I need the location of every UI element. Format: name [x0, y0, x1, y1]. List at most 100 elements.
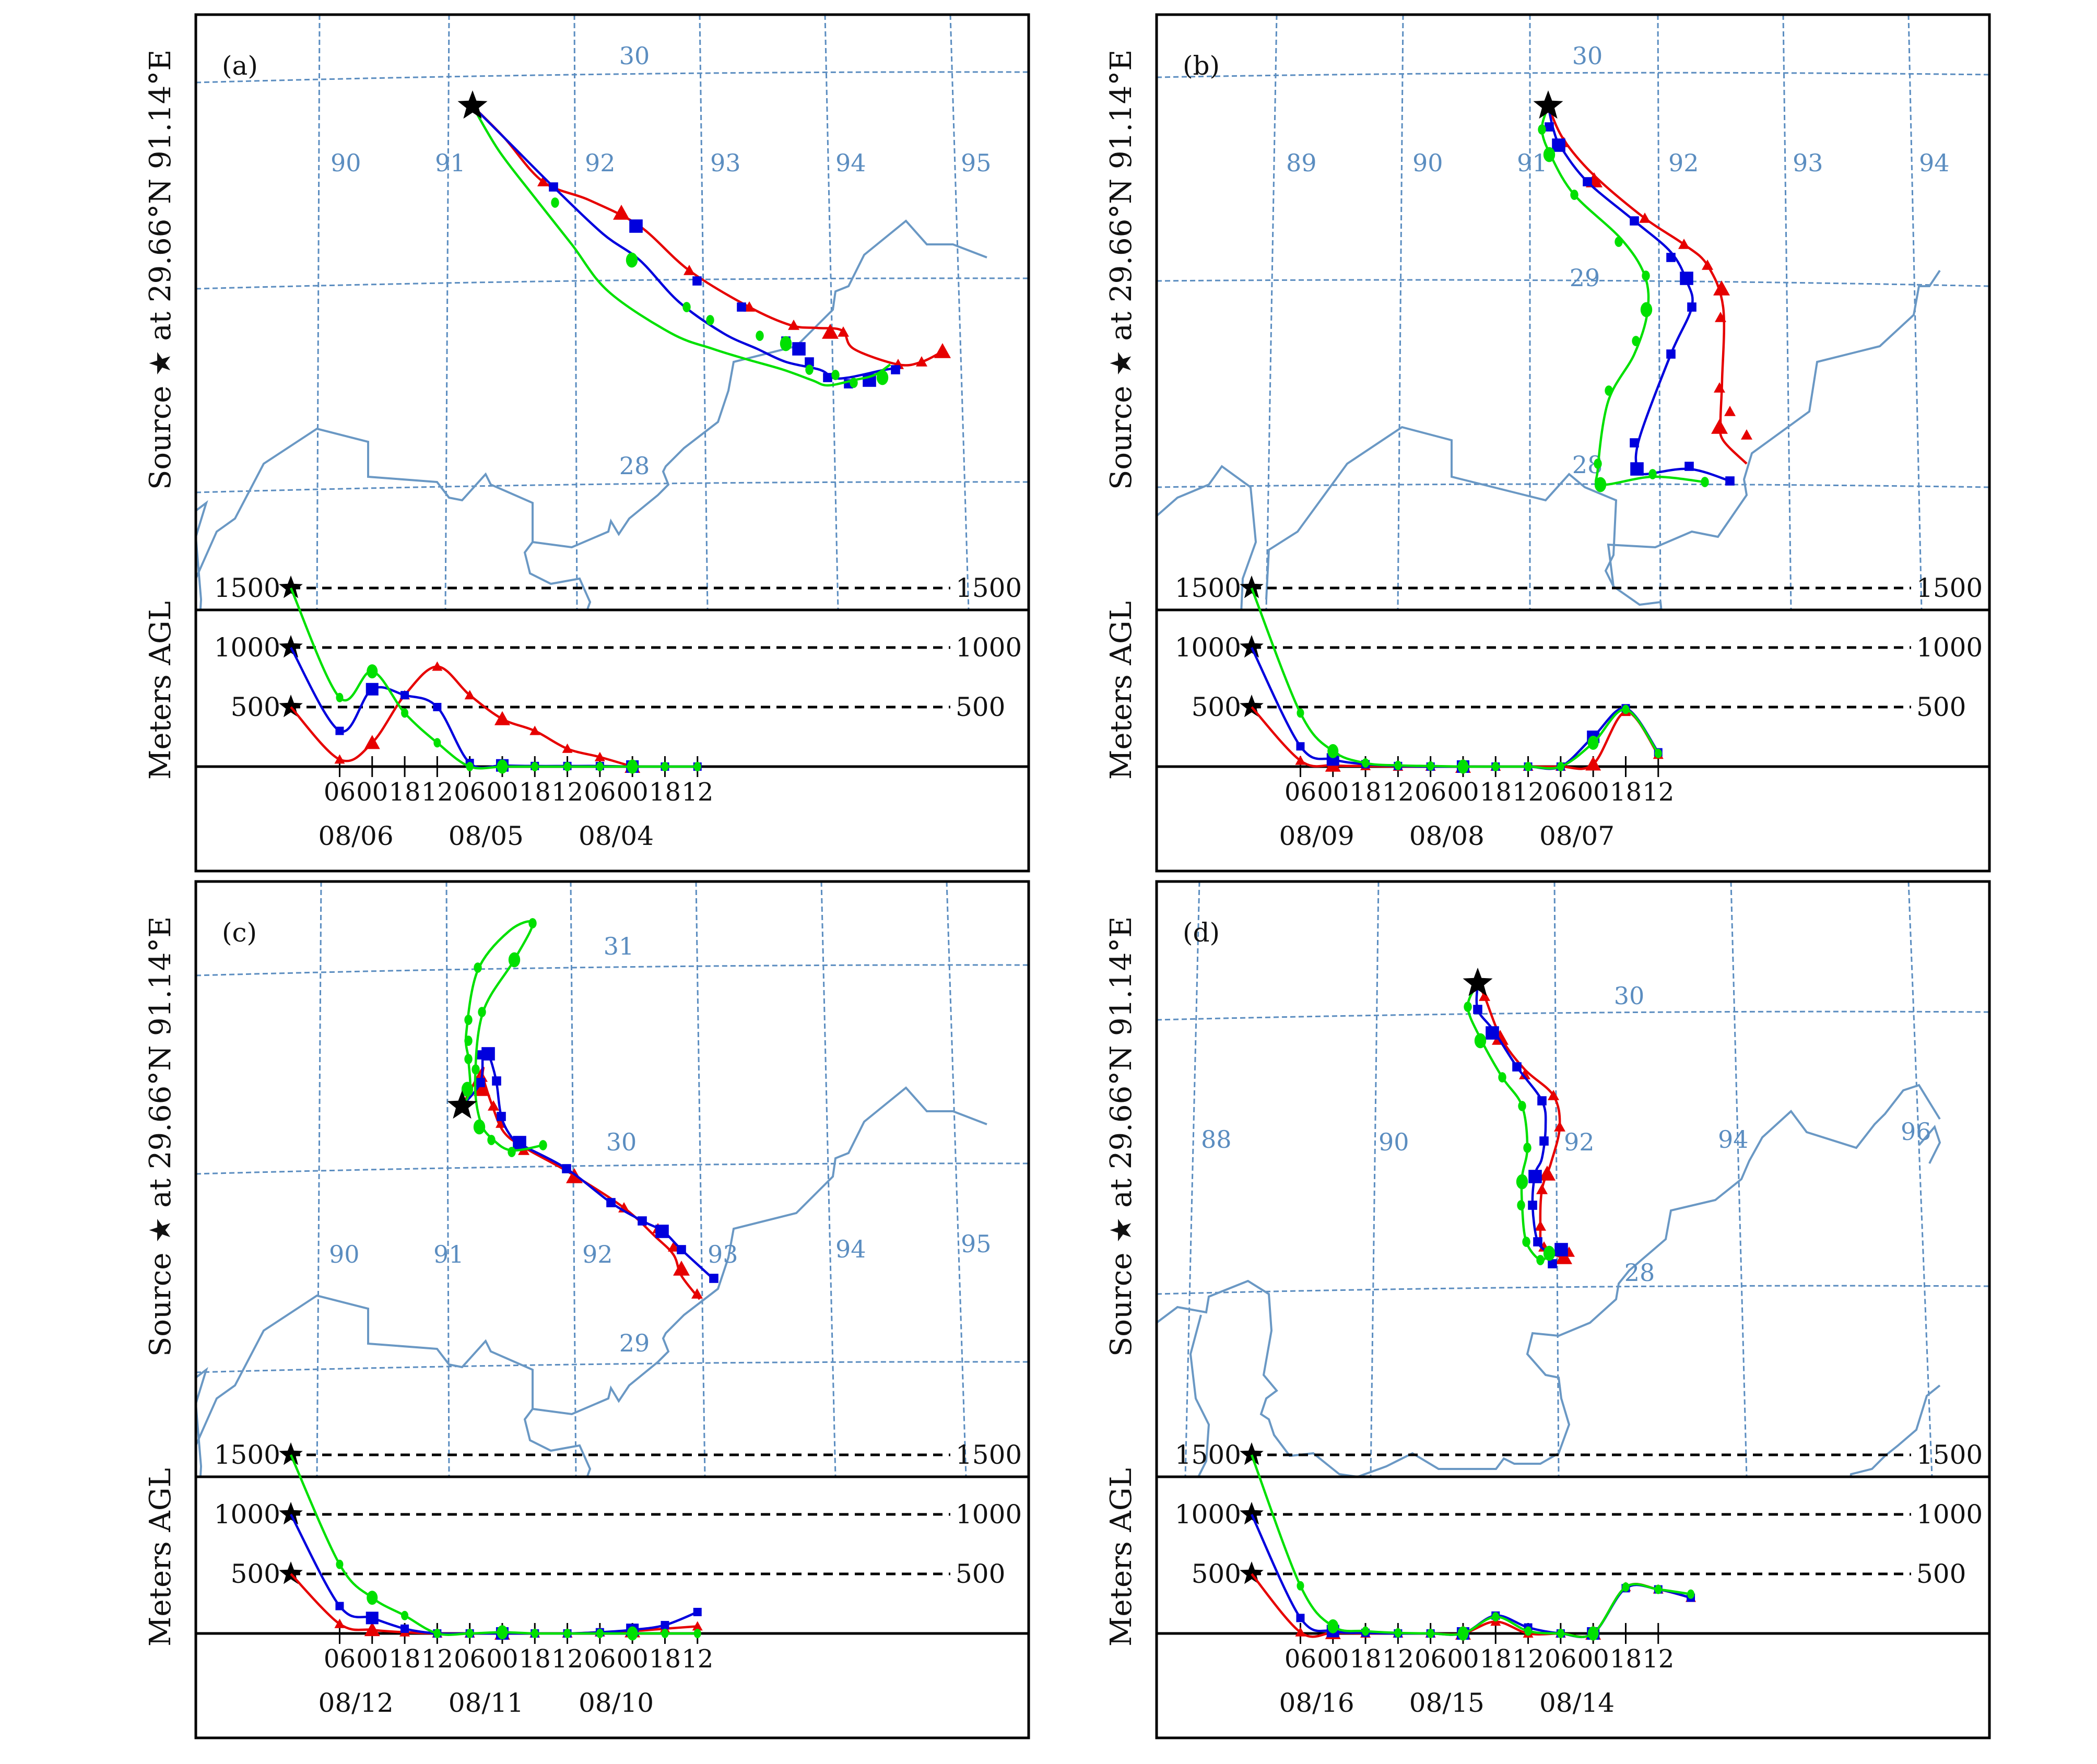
- blue-trajectory-marker: [513, 1136, 526, 1149]
- longitude-label: 94: [835, 1235, 866, 1263]
- meridian-gridline: [444, 15, 450, 610]
- longitude-label: 94: [835, 149, 866, 177]
- coastline-border: [523, 541, 592, 610]
- x-tick-label: 00: [617, 1644, 649, 1674]
- blue-trajectory-marker: [1684, 462, 1694, 471]
- y-tick-label-right: 1500: [1916, 1440, 1983, 1470]
- red-trajectory-marker: [1741, 429, 1752, 440]
- green-height-marker: [1427, 761, 1434, 771]
- green-trajectory-marker: [1701, 477, 1709, 487]
- meridian-gridline: [1184, 881, 1200, 1477]
- date-label: 08/14: [1539, 1688, 1615, 1718]
- red-trajectory-marker: [1678, 239, 1690, 249]
- green-height-marker: [1297, 708, 1304, 718]
- blue-trajectory-marker: [1512, 1062, 1522, 1072]
- x-tick-label: 00: [356, 1644, 388, 1674]
- meridian-gridline: [570, 881, 577, 1477]
- trajectory-chart: 90919293949531302928(c)50050010001000150…: [194, 880, 1030, 1739]
- blue-trajectory-marker: [1548, 1259, 1557, 1268]
- blue-height-marker: [400, 1624, 409, 1633]
- meridian-gridline: [699, 15, 709, 610]
- meridian-gridline: [316, 15, 321, 610]
- blue-trajectory-marker: [891, 365, 900, 374]
- y-tick-label-left: 500: [1192, 692, 1241, 722]
- profile-y-axis-label: Meters AGL: [144, 601, 178, 780]
- green-trajectory-marker: [805, 364, 814, 375]
- green-height-marker: [531, 1629, 539, 1638]
- coastline-border: [1918, 1125, 1941, 1164]
- longitude-label: 91: [433, 1240, 464, 1268]
- date-label: 08/05: [449, 821, 524, 851]
- green-trajectory-marker: [528, 918, 537, 928]
- red-trajectory-marker: [537, 176, 549, 186]
- blue-trajectory-marker: [737, 302, 746, 312]
- map-y-axis-label: Source ★ at 29.66°N 91.14°E: [1104, 49, 1138, 490]
- red-trajectory-marker: [1519, 1069, 1530, 1079]
- x-tick-label: 18: [389, 1644, 421, 1674]
- blue-height-marker: [400, 691, 409, 700]
- green-trajectory-marker: [539, 1140, 547, 1150]
- x-tick-label: 06: [324, 778, 356, 807]
- x-tick-label: 00: [1447, 778, 1479, 807]
- green-height-marker: [596, 1629, 604, 1638]
- green-height-marker: [433, 738, 441, 748]
- green-height-marker: [1362, 1626, 1370, 1636]
- x-tick-label: 12: [681, 778, 713, 807]
- meridian-gridline: [1370, 881, 1380, 1477]
- red-trajectory-marker: [744, 301, 755, 312]
- x-tick-label: 12: [1642, 778, 1674, 807]
- green-height-marker: [1654, 748, 1662, 758]
- red-trajectory-marker: [1548, 1090, 1559, 1100]
- profile-frame: [194, 1475, 1030, 1739]
- green-trajectory-marker: [508, 1147, 516, 1157]
- green-height-marker: [1427, 1629, 1434, 1638]
- blue-trajectory-marker: [1630, 462, 1644, 476]
- trajectories: [1463, 968, 1575, 1268]
- green-height-marker: [1327, 1619, 1339, 1633]
- red-trajectory-marker: [1639, 213, 1651, 223]
- source-height-star: [279, 1442, 303, 1465]
- green-trajectory-marker: [464, 1036, 473, 1046]
- map-content: 909192939495302827: [196, 15, 1029, 610]
- map-area: 89909192939430292827(b): [1155, 13, 1991, 611]
- green-height-marker: [1394, 760, 1402, 770]
- y-tick-label-left: 1000: [214, 632, 280, 663]
- green-trajectory-marker: [1474, 1033, 1487, 1049]
- green-height-marker: [466, 1629, 474, 1638]
- green-height-marker: [1587, 1626, 1599, 1641]
- x-tick-label: 12: [421, 1644, 453, 1674]
- red-trajectory-marker: [1554, 1121, 1565, 1132]
- meridian-gridline: [824, 15, 839, 610]
- x-tick-label: 00: [1317, 778, 1349, 807]
- red-height-marker: [364, 735, 380, 749]
- red-trajectory-marker: [474, 1081, 490, 1096]
- trajectories: [457, 90, 951, 389]
- blue-trajectory-marker: [805, 357, 814, 367]
- y-tick-label-right: 500: [1916, 1559, 1966, 1589]
- blue-trajectory-marker: [629, 219, 643, 233]
- green-trajectory-marker: [831, 370, 840, 380]
- y-tick-label-left: 500: [231, 692, 280, 722]
- panel-label: (c): [222, 918, 257, 948]
- green-height-marker: [336, 692, 344, 702]
- source-height-star: [279, 575, 303, 598]
- blue-height-marker: [661, 1621, 669, 1630]
- source-height-star: [1240, 1502, 1264, 1525]
- longitude-label: 92: [585, 149, 616, 177]
- latitude-label: 28: [619, 452, 650, 480]
- green-trajectory-marker: [551, 197, 559, 208]
- profile-y-axis-label: Meters AGL: [1104, 1468, 1138, 1647]
- longitude-label: 92: [582, 1240, 613, 1268]
- green-trajectory-marker: [474, 962, 482, 973]
- green-height-marker: [531, 762, 539, 771]
- blue-trajectory-marker: [655, 1225, 669, 1238]
- green-trajectory-marker: [1543, 1245, 1556, 1261]
- meridian-gridline: [573, 15, 578, 610]
- meridian-gridline: [820, 881, 837, 1477]
- x-tick-label: 00: [1447, 1644, 1479, 1674]
- blue-trajectory-marker: [1687, 302, 1697, 312]
- y-tick-label-right: 1000: [956, 632, 1022, 663]
- red-trajectory-marker: [673, 1261, 690, 1276]
